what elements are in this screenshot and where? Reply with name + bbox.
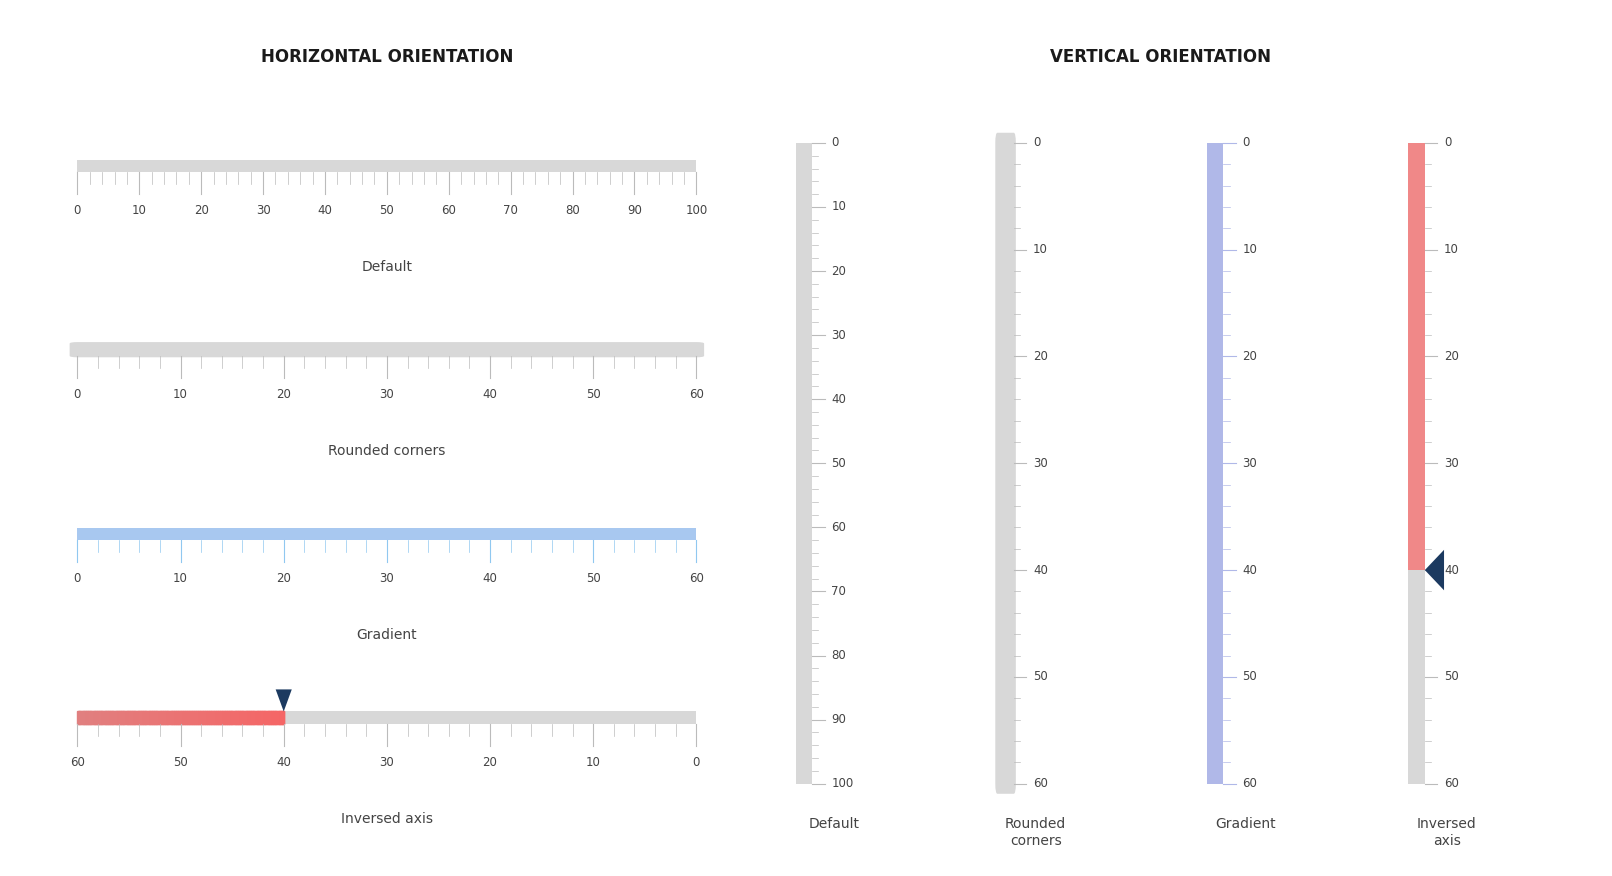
- Text: 60: 60: [442, 204, 456, 216]
- Bar: [1207, 143, 1224, 784]
- FancyBboxPatch shape: [69, 343, 704, 357]
- Text: 50: 50: [585, 572, 601, 584]
- Text: 30: 30: [379, 756, 395, 768]
- Text: 10: 10: [132, 204, 147, 216]
- Text: 0: 0: [74, 572, 81, 584]
- Text: 10: 10: [832, 201, 846, 214]
- Text: 20: 20: [1444, 350, 1459, 363]
- Text: 40: 40: [1033, 563, 1048, 576]
- Text: VERTICAL ORIENTATION: VERTICAL ORIENTATION: [1049, 48, 1272, 66]
- Text: 50: 50: [1033, 670, 1048, 683]
- Text: 50: 50: [832, 456, 846, 470]
- Text: 40: 40: [1243, 563, 1257, 576]
- Text: 10: 10: [172, 572, 189, 584]
- Text: 0: 0: [1444, 137, 1451, 150]
- Text: 50: 50: [379, 204, 395, 216]
- Text: 100: 100: [832, 777, 854, 790]
- Text: 30: 30: [1444, 456, 1459, 470]
- Text: 30: 30: [1033, 456, 1048, 470]
- Text: Gradient: Gradient: [356, 628, 418, 642]
- Text: 60: 60: [1444, 777, 1459, 790]
- Text: 0: 0: [74, 388, 81, 400]
- Text: 20: 20: [276, 388, 292, 400]
- Text: 40: 40: [482, 572, 498, 584]
- Bar: [77, 711, 696, 724]
- Text: 30: 30: [832, 328, 846, 342]
- Text: Rounded corners: Rounded corners: [329, 444, 445, 458]
- Text: 0: 0: [832, 137, 838, 150]
- Text: 10: 10: [172, 388, 189, 400]
- Text: Default: Default: [809, 817, 859, 831]
- Text: Gradient: Gradient: [1215, 817, 1275, 831]
- FancyBboxPatch shape: [995, 133, 1016, 794]
- Text: HORIZONTAL ORIENTATION: HORIZONTAL ORIENTATION: [261, 48, 513, 66]
- Text: 70: 70: [503, 204, 517, 216]
- Text: 60: 60: [688, 388, 704, 400]
- Text: 10: 10: [1033, 244, 1048, 256]
- Text: Inversed
axis: Inversed axis: [1417, 817, 1477, 848]
- Text: 10: 10: [1243, 244, 1257, 256]
- Text: 20: 20: [1243, 350, 1257, 363]
- Text: 90: 90: [832, 713, 846, 726]
- Text: 0: 0: [74, 204, 81, 216]
- Text: 20: 20: [482, 756, 498, 768]
- Text: 0: 0: [1033, 137, 1040, 150]
- Text: 40: 40: [276, 756, 292, 768]
- Bar: [796, 143, 812, 784]
- Text: 20: 20: [832, 265, 846, 278]
- Text: 70: 70: [832, 585, 846, 598]
- Text: Inversed axis: Inversed axis: [340, 812, 434, 826]
- Text: Rounded
corners: Rounded corners: [1006, 817, 1066, 848]
- Text: 60: 60: [1033, 777, 1048, 790]
- Text: 0: 0: [1243, 137, 1249, 150]
- Text: 0: 0: [693, 756, 700, 768]
- Text: 50: 50: [1444, 670, 1459, 683]
- Bar: [1409, 143, 1425, 570]
- Text: 40: 40: [832, 392, 846, 406]
- Text: 40: 40: [318, 204, 332, 216]
- Text: 100: 100: [685, 204, 708, 216]
- Text: Default: Default: [361, 260, 413, 274]
- Text: 60: 60: [832, 521, 846, 533]
- Text: 20: 20: [193, 204, 208, 216]
- Text: 30: 30: [1243, 456, 1257, 470]
- Text: 30: 30: [256, 204, 271, 216]
- Polygon shape: [1425, 550, 1444, 590]
- Text: 60: 60: [1243, 777, 1257, 790]
- Text: 20: 20: [276, 572, 292, 584]
- Text: 90: 90: [627, 204, 642, 216]
- Text: 30: 30: [379, 388, 395, 400]
- Text: 40: 40: [482, 388, 498, 400]
- Text: 10: 10: [1444, 244, 1459, 256]
- Text: 50: 50: [1243, 670, 1257, 683]
- Text: 60: 60: [688, 572, 704, 584]
- Text: 50: 50: [585, 388, 601, 400]
- Text: 80: 80: [832, 649, 846, 662]
- Bar: [77, 527, 696, 540]
- Polygon shape: [276, 689, 292, 711]
- Text: 30: 30: [379, 572, 395, 584]
- Bar: [77, 159, 696, 172]
- Text: 50: 50: [172, 756, 189, 768]
- Text: 80: 80: [566, 204, 580, 216]
- Bar: [1409, 143, 1425, 784]
- Text: 20: 20: [1033, 350, 1048, 363]
- Text: 10: 10: [585, 756, 601, 768]
- Text: 60: 60: [69, 756, 85, 768]
- Text: 40: 40: [1444, 563, 1459, 576]
